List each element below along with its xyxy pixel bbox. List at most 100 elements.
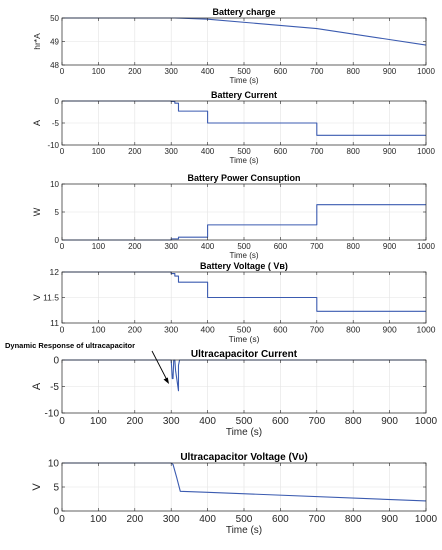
x-tick-label: 700 [308, 514, 325, 525]
x-tick-label: 900 [381, 514, 398, 525]
x-tick-label: 0 [60, 242, 65, 251]
x-tick-label: 100 [92, 147, 106, 156]
y-axis-label: A [32, 120, 42, 126]
y-tick-label: 49 [50, 37, 59, 46]
x-tick-label: 500 [236, 416, 253, 427]
y-tick-label: 0 [55, 97, 60, 106]
y-tick-label: -5 [52, 119, 60, 128]
subplot-5: 0 100 200 300 400 500 600 700 800 900 1000 -10 -5 0 Ul… [31, 349, 438, 438]
x-tick-label: 800 [345, 416, 362, 427]
x-tick-label: 500 [237, 67, 251, 76]
subplot-3: 0 100 200 300 400 500 600 700 800 900 1000 0 5 10 Batt… [32, 173, 435, 260]
annotation-arrow-line [151, 350, 169, 383]
y-tick-label: -10 [45, 409, 60, 420]
x-tick-label: 900 [383, 325, 397, 335]
x-tick-label: 200 [128, 147, 142, 156]
x-tick-label: 400 [199, 514, 216, 525]
x-tick-label: 0 [60, 147, 65, 156]
x-tick-label: 400 [201, 147, 215, 156]
y-axis-label: W [32, 207, 42, 216]
x-tick-label: 1000 [417, 67, 435, 76]
chart-title: Battery charge [212, 7, 275, 17]
x-tick-label: 600 [274, 242, 288, 251]
x-tick-label: 200 [128, 67, 142, 76]
x-tick-label: 200 [128, 325, 142, 335]
x-tick-label: 800 [347, 67, 361, 76]
x-tick-label: 1000 [415, 514, 438, 525]
y-tick-label: 11.5 [43, 292, 59, 302]
chart-title: Battery Current [211, 90, 277, 100]
x-tick-label: 0 [59, 514, 65, 525]
chart-title: Ultracapacitor Voltage (Vᴜ) [180, 452, 307, 463]
x-tick-label: 600 [272, 416, 289, 427]
y-axis-label: hr*A [32, 33, 42, 50]
y-tick-label: 12 [50, 267, 60, 277]
y-tick-label: 11 [50, 318, 59, 328]
x-tick-label: 800 [345, 514, 362, 525]
x-tick-label: 0 [60, 67, 65, 76]
y-axis-label: V [31, 483, 43, 491]
y-tick-label: 5 [53, 483, 59, 494]
x-tick-label: 600 [274, 67, 288, 76]
subplot-1: 0 100 200 300 400 500 600 700 800 900 1000 48 49 50 Ba… [32, 7, 435, 85]
y-tick-label: 48 [50, 61, 59, 70]
x-tick-label: 900 [383, 147, 397, 156]
x-tick-label: 300 [165, 147, 179, 156]
chart-title: Battery Voltage ( Vʙ) [200, 261, 288, 271]
x-tick-label: 400 [199, 416, 216, 427]
x-tick-label: 100 [92, 67, 106, 76]
y-tick-label: 50 [50, 14, 59, 23]
x-tick-label: 600 [272, 514, 289, 525]
subplot-4: 0 100 200 300 400 500 600 700 800 900 1000 11 11.5 12… [32, 261, 436, 344]
subplot-2: 0 100 200 300 400 500 600 700 800 900 1000 -10 -5 0 Ba… [32, 90, 435, 165]
x-tick-label: 800 [347, 242, 361, 251]
x-tick-label: 0 [59, 416, 65, 427]
y-tick-label: 0 [53, 507, 59, 518]
subplots: 0 100 200 300 400 500 600 700 800 900 1000484950Ba… [31, 7, 438, 536]
x-tick-label: 100 [92, 242, 106, 251]
x-axis-label: Time (s) [226, 525, 262, 536]
x-tick-label: 200 [126, 416, 143, 427]
annotation-text: Dynamic Response of ultracapacitor [5, 341, 135, 350]
x-tick-label: 700 [310, 147, 324, 156]
x-tick-label: 400 [201, 325, 215, 335]
annotation-arrowhead [163, 377, 169, 384]
x-tick-label: 100 [90, 416, 107, 427]
x-tick-label: 500 [236, 514, 253, 525]
x-tick-label: 400 [201, 242, 215, 251]
x-axis-label: Time (s) [229, 76, 258, 85]
x-tick-label: 300 [165, 242, 179, 251]
chart-title: Battery Power Consuption [187, 173, 300, 183]
x-tick-label: 900 [383, 242, 397, 251]
x-tick-label: 0 [60, 325, 65, 335]
x-tick-label: 700 [310, 67, 324, 76]
x-tick-label: 1000 [417, 242, 435, 251]
y-tick-label: -10 [47, 141, 59, 150]
x-tick-label: 1000 [417, 147, 435, 156]
y-tick-label: -5 [50, 382, 59, 393]
x-tick-label: 700 [310, 325, 324, 335]
subplot-6: 0 100 200 300 400 500 600 700 800 900 1000 0 5 10 Ultr… [31, 452, 438, 536]
x-tick-label: 600 [274, 147, 288, 156]
x-tick-label: 500 [237, 242, 251, 251]
x-tick-label: 1000 [415, 416, 438, 427]
y-tick-label: 5 [55, 208, 60, 217]
x-tick-label: 300 [164, 325, 178, 335]
x-axis-label: Time (s) [229, 156, 258, 165]
y-tick-label: 10 [48, 459, 60, 470]
y-axis-label: V [32, 294, 43, 301]
x-tick-label: 700 [308, 416, 325, 427]
annotation: Dynamic Response of ultracapacitor [5, 341, 169, 384]
x-tick-label: 300 [163, 416, 180, 427]
x-axis-label: Time (s) [229, 251, 258, 260]
x-axis-label: Time (s) [226, 427, 262, 438]
x-tick-label: 300 [165, 67, 179, 76]
x-tick-label: 500 [237, 147, 251, 156]
y-tick-label: 0 [55, 236, 60, 245]
chart-title: Ultracapacitor Current [191, 349, 298, 360]
x-axis-label: Time (s) [229, 334, 260, 344]
x-tick-label: 600 [273, 325, 287, 335]
y-tick-label: 0 [53, 356, 59, 367]
y-tick-label: 10 [50, 180, 59, 189]
